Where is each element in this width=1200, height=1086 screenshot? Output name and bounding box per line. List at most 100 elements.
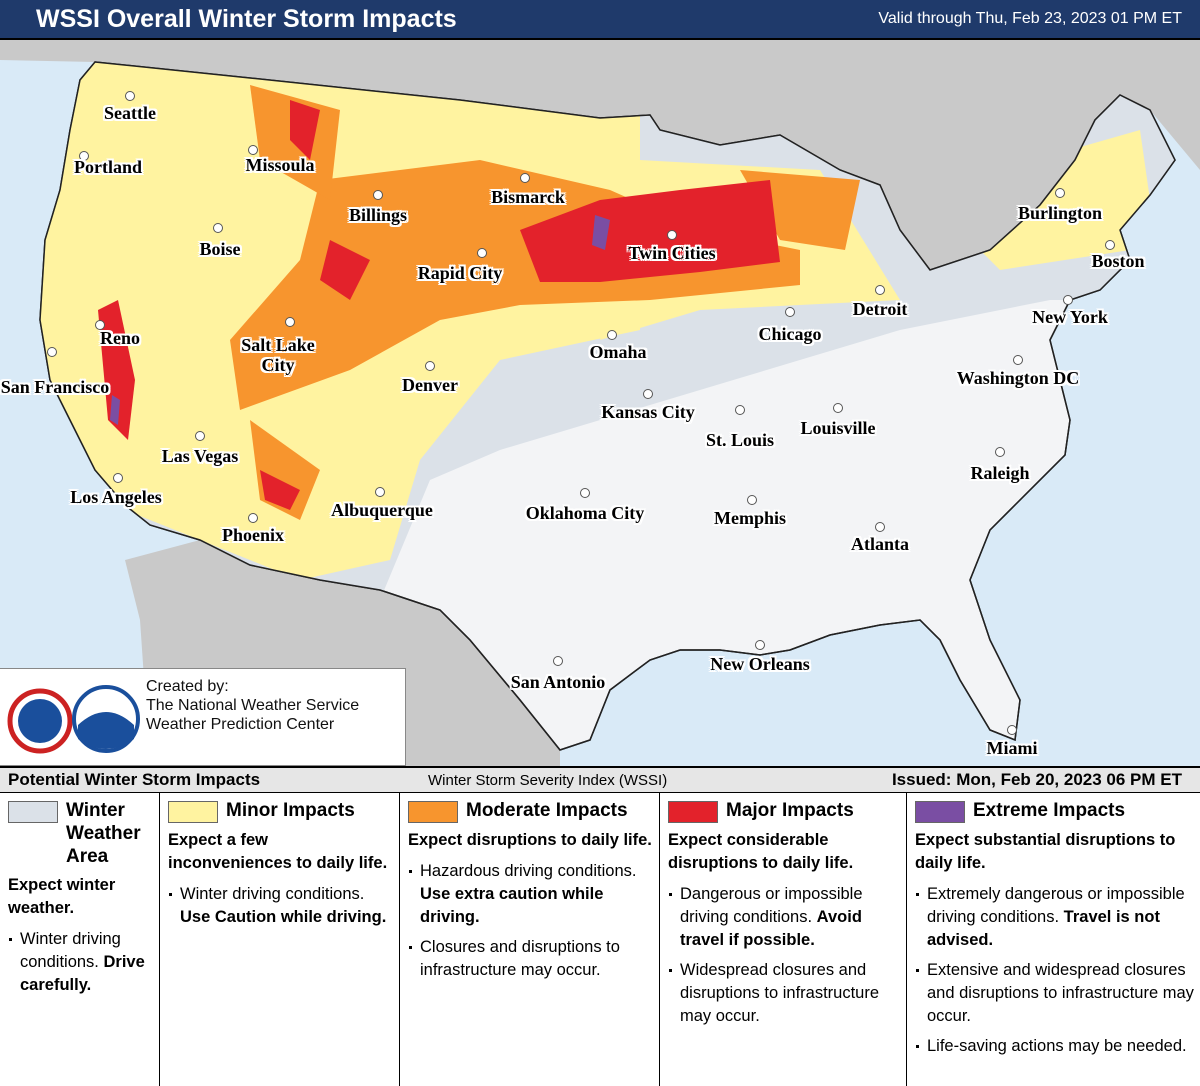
credit-box: Created by: The National Weather Service…: [0, 668, 406, 766]
city-label: Burlington: [1017, 203, 1103, 223]
legend-columns: Winter Weather Area Expect winter weather…: [0, 793, 1200, 1086]
bullet-text: Dangerous or impossible driving conditio…: [680, 885, 863, 926]
header: WSSI Overall Winter Storm Impacts Valid …: [0, 0, 1200, 40]
legend-swatch: [915, 801, 965, 823]
city-marker: [195, 431, 205, 441]
logos: [7, 685, 140, 754]
city-marker: [248, 145, 258, 155]
bullet-emphasis: Use Caution while driving.: [180, 908, 387, 926]
bullet: Winter driving conditions. Drive careful…: [8, 928, 153, 997]
city-label: Atlanta: [851, 534, 909, 554]
city-label: San Antonio: [510, 672, 606, 692]
bullet: Extensive and widespread closures and di…: [915, 959, 1194, 1028]
city-marker: [113, 473, 123, 483]
city-label: New York: [1032, 307, 1108, 327]
credit-text: Created by: The National Weather Service…: [146, 677, 359, 734]
bullet-text: Extremely dangerous or impossible drivin…: [927, 885, 1185, 926]
city-label: Las Vegas: [161, 446, 239, 466]
category-name: Minor Impacts: [226, 800, 355, 821]
bullet: Dangerous or impossible driving conditio…: [668, 883, 900, 952]
city-label: Louisville: [800, 418, 876, 438]
city-label: Phoenix: [221, 525, 285, 545]
city-label: Memphis: [714, 508, 786, 528]
city-label: Missoula: [245, 155, 315, 175]
city-marker: [285, 317, 295, 327]
credit-line: Weather Prediction Center: [146, 716, 335, 733]
city-marker: [1013, 355, 1023, 365]
major-area: [520, 180, 780, 282]
city-marker: [1063, 295, 1073, 305]
city-marker: [833, 403, 843, 413]
city-label: Detroit: [852, 299, 908, 319]
city-marker: [213, 223, 223, 233]
bullet-emphasis: Use extra caution while driving.: [420, 885, 604, 926]
bullet-text: Extensive and widespread closures and di…: [927, 961, 1194, 1025]
city-marker: [785, 307, 795, 317]
bullet-text: Life-saving actions may be needed.: [927, 1037, 1187, 1055]
city-label: Boston: [1091, 251, 1145, 271]
city-marker: [477, 248, 487, 258]
city-marker: [520, 173, 530, 183]
valid-time: Valid through Thu, Feb 23, 2023 01 PM ET: [878, 10, 1182, 27]
city-marker: [375, 487, 385, 497]
title: WSSI Overall Winter Storm Impacts: [36, 4, 457, 33]
map: Created by: The National Weather Service…: [0, 40, 1200, 766]
credit-heading: Created by:: [146, 678, 229, 695]
legend-entry: Major Impacts: [668, 799, 900, 823]
city-label: Twin Cities: [628, 243, 716, 263]
legend-swatch: [8, 801, 58, 823]
city-marker: [1105, 240, 1115, 250]
category-name: Extreme Impacts: [973, 800, 1126, 821]
city-label: Billings: [348, 205, 408, 225]
city-marker: [79, 151, 89, 161]
bullet: Life-saving actions may be needed.: [915, 1035, 1194, 1058]
city-marker: [553, 656, 563, 666]
legend-column: Extreme Impacts Expect substantial disrup…: [907, 793, 1200, 1086]
city-marker: [643, 389, 653, 399]
bullet-text: Closures and disruptions to infrastructu…: [420, 938, 620, 979]
city-marker: [47, 347, 57, 357]
city-label: Raleigh: [970, 463, 1030, 483]
city-marker: [1055, 188, 1065, 198]
legend-swatch: [408, 801, 458, 823]
city-marker: [607, 330, 617, 340]
map-canvas: [0, 40, 1200, 766]
bullet-emphasis: Drive carefully.: [20, 953, 145, 994]
city-marker: [425, 361, 435, 371]
category-name: Winter Weather Area: [66, 800, 141, 867]
city-marker: [875, 522, 885, 532]
legend-entry: Extreme Impacts: [915, 799, 1194, 823]
city-label: Reno: [100, 328, 140, 348]
major-area: [98, 300, 135, 440]
bullet-text: Winter driving conditions.: [20, 930, 121, 971]
legend-entry: Moderate Impacts: [408, 799, 653, 823]
legend-column: Major Impacts Expect considerable disrupt…: [660, 793, 907, 1086]
canada: [0, 40, 1200, 270]
legend-entry: Minor Impacts: [168, 799, 393, 823]
city-label: Bismarck: [491, 187, 565, 207]
bullet: Winter driving conditions. Use Caution w…: [168, 883, 393, 929]
legend-column: Moderate Impacts Expect disruptions to da…: [400, 793, 660, 1086]
bullet-text: Widespread closures and disruptions to i…: [680, 961, 880, 1025]
issued-time: Issued: Mon, Feb 20, 2023 06 PM ET: [891, 770, 1182, 789]
city-marker: [755, 640, 765, 650]
legend-swatch: [668, 801, 718, 823]
city-marker: [373, 190, 383, 200]
city-label: Kansas City: [601, 402, 695, 422]
legend: Potential Winter Storm Impacts Winter St…: [0, 766, 1200, 1086]
category-name: Moderate Impacts: [466, 800, 628, 821]
category-name: Major Impacts: [726, 800, 854, 821]
city-label: Boise: [199, 239, 241, 259]
city-label: Rapid City: [417, 263, 503, 283]
legend-title: Potential Winter Storm Impacts: [8, 770, 261, 789]
bullet: Hazardous driving conditions. Use extra …: [408, 860, 653, 929]
category-summary: Expect substantial disruptions to daily …: [915, 831, 1176, 872]
city-label: St. Louis: [705, 430, 775, 450]
city-label: San Francisco: [0, 377, 110, 397]
bullet: Widespread closures and disruptions to i…: [668, 959, 900, 1028]
city-label: Oklahoma City: [525, 503, 645, 523]
city-label: Los Angeles: [70, 487, 162, 507]
bullet-text: Hazardous driving conditions.: [420, 862, 637, 880]
city-marker: [875, 285, 885, 295]
